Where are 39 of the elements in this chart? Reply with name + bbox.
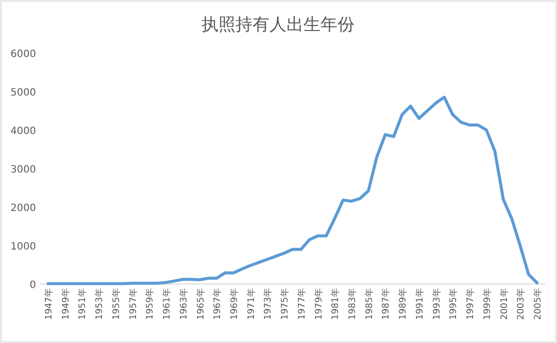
x-tick-label: 1967年 (212, 288, 224, 320)
x-tick-label: 1965年 (195, 288, 206, 320)
y-tick-label: 1000 (10, 242, 36, 252)
x-tick-label: 1951年 (77, 288, 88, 320)
x-tick-label: 1979年 (313, 288, 324, 320)
x-tick-label: 1949年 (60, 288, 72, 320)
x-tick-label: 1975年 (280, 288, 291, 320)
x-tick-label: 1981年 (330, 288, 342, 320)
y-tick-label: 3000 (10, 164, 36, 176)
x-tick-label: 1989年 (398, 288, 409, 320)
line-series (46, 96, 538, 286)
x-tick-label: 1955年 (110, 288, 122, 320)
x-tick-label: 1991年 (414, 288, 426, 320)
x-tick-label: 1973年 (262, 288, 274, 320)
x-tick-label: 1961年 (162, 288, 173, 320)
x-tick-label: 2005年 (532, 288, 544, 320)
x-tick-label: 1987年 (380, 288, 392, 320)
x-tick-label: 1985年 (364, 288, 375, 320)
x-tick-label: 1999年 (482, 288, 493, 320)
x-tick-label: 1993年 (431, 288, 442, 320)
x-tick-label: 1957年 (128, 288, 139, 320)
y-tick-label: 5000 (10, 88, 36, 98)
x-tick-label: 1995年 (448, 288, 460, 320)
x-tick-label: 1997年 (465, 288, 476, 320)
x-tick-label: 1947年 (44, 288, 54, 320)
y-tick-label: 6000 (10, 49, 36, 60)
y-tick-label: 2000 (10, 203, 36, 214)
x-tick-label: 1971年 (246, 288, 257, 320)
x-tick-label: 1953年 (94, 288, 106, 320)
x-tick-label: 1983年 (347, 288, 358, 320)
chart-title: 执照持有人出生年份 (202, 15, 354, 35)
y-tick-label: 4000 (10, 126, 36, 137)
x-tick-label: 1963年 (178, 288, 190, 320)
x-tick-label: 1977年 (296, 288, 308, 320)
x-tick-label: 2001年 (498, 288, 510, 320)
x-tick-label: 1969年 (228, 288, 240, 320)
y-tick-label: 0 (30, 280, 36, 291)
x-tick-label: 2003年 (516, 288, 527, 320)
x-tick-label: 1959年 (144, 288, 156, 320)
